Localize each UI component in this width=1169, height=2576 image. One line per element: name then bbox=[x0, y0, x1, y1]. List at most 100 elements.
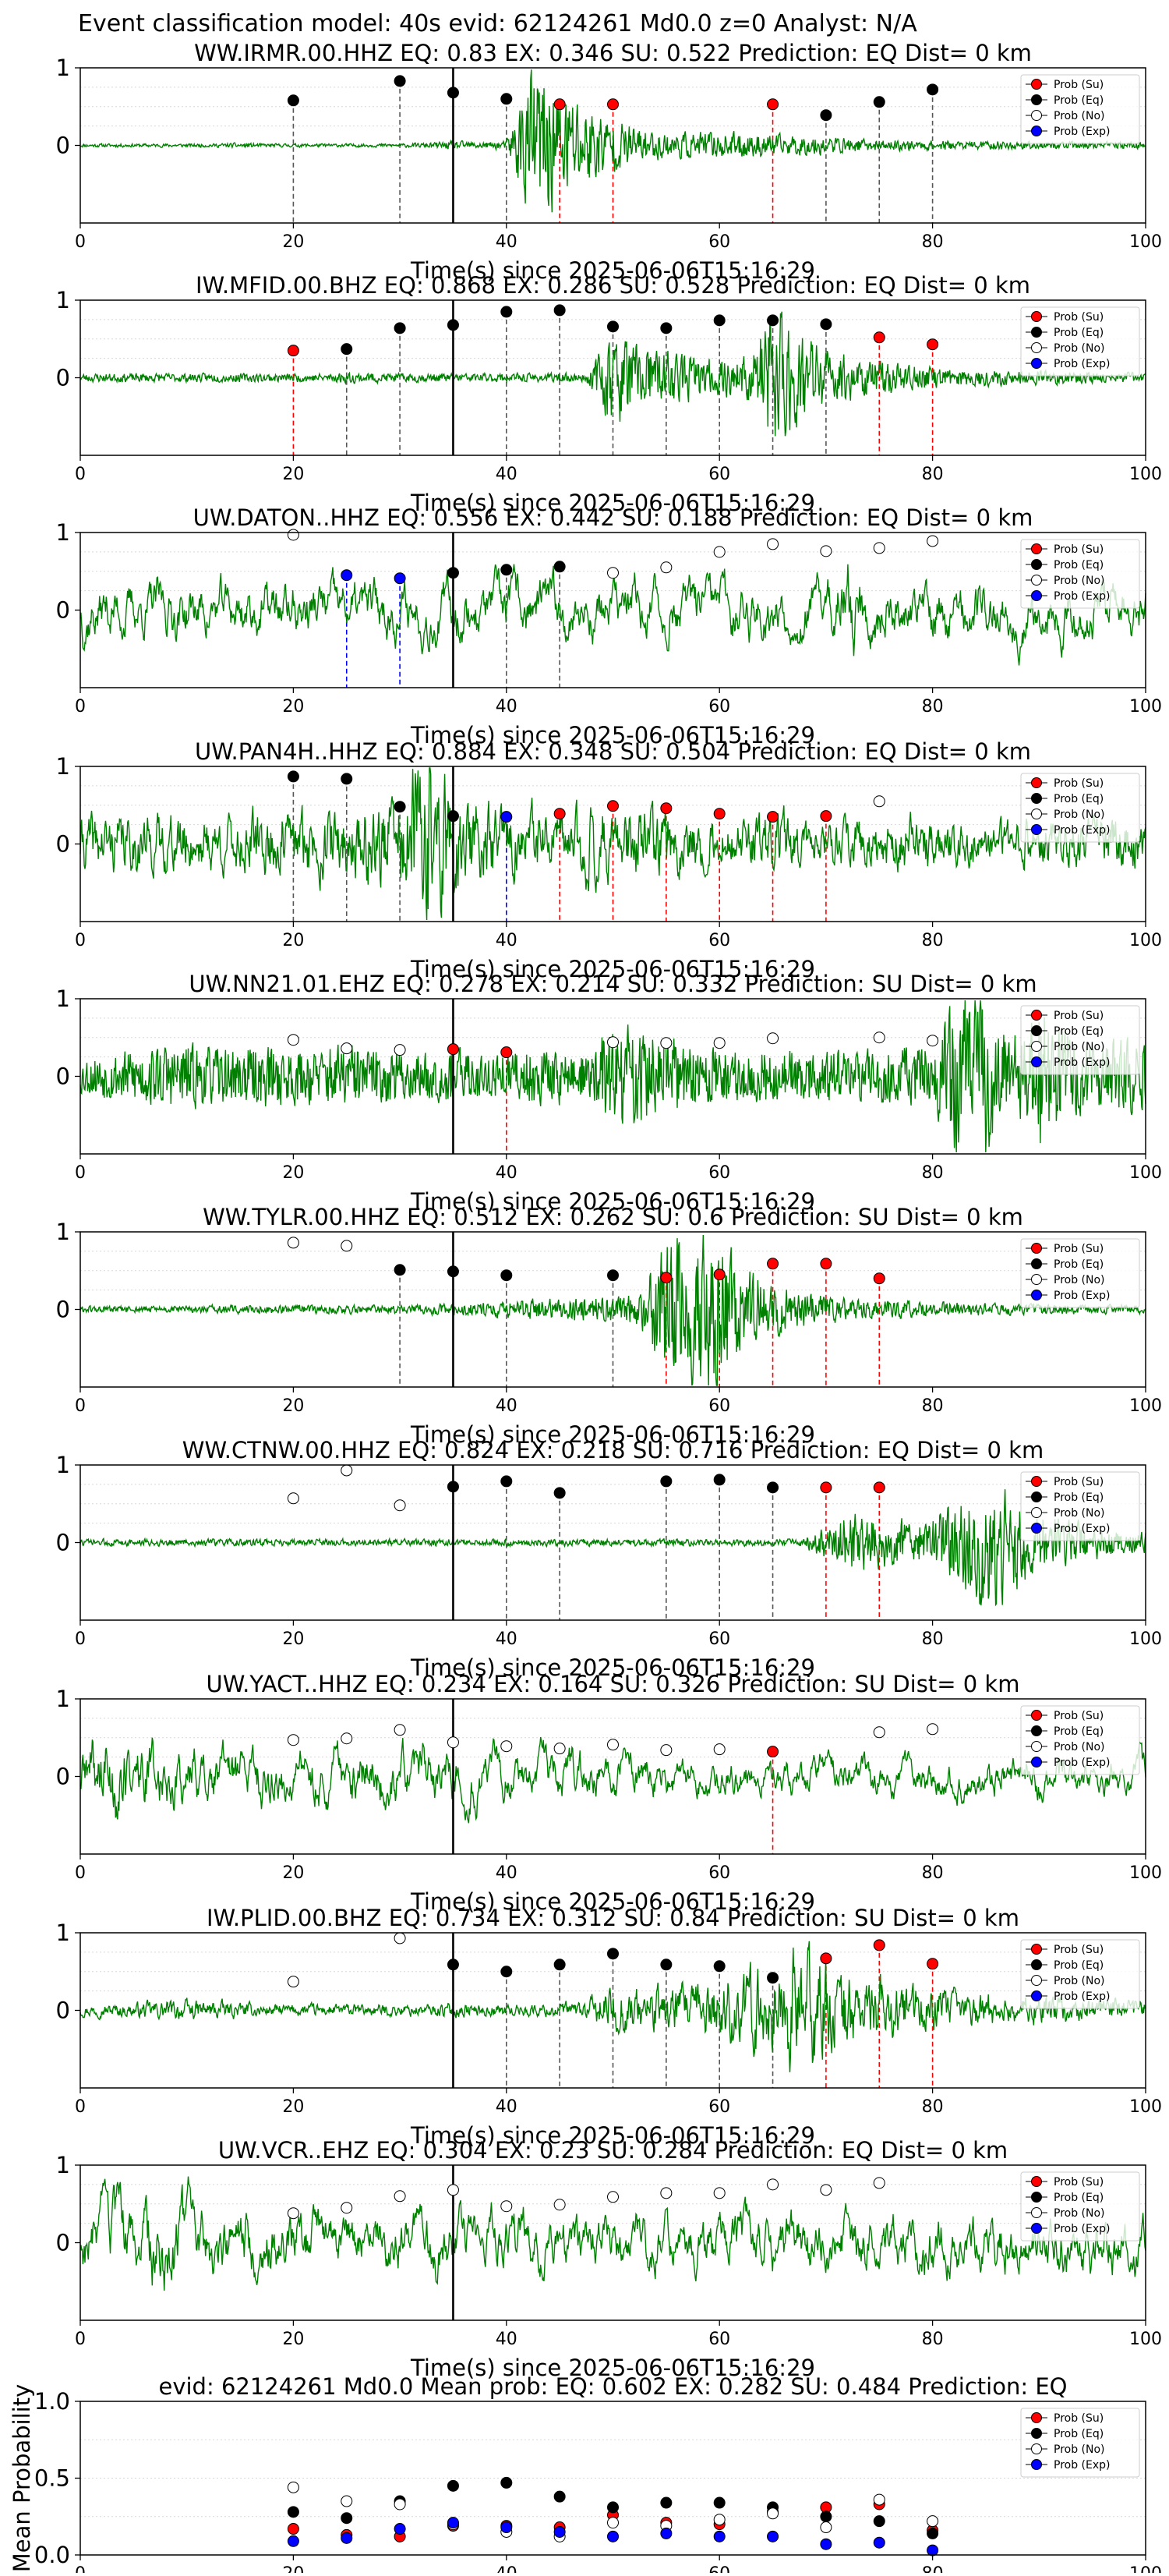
x-tick-label: 40 bbox=[496, 931, 517, 950]
x-tick-label: 60 bbox=[708, 1396, 730, 1416]
legend-marker bbox=[1031, 1258, 1042, 1269]
prob-marker-no bbox=[341, 1042, 353, 1055]
x-tick-label: 100 bbox=[1129, 1863, 1162, 1883]
x-tick-label: 80 bbox=[922, 1396, 944, 1416]
mean-prob-marker-eq bbox=[713, 2496, 726, 2509]
y-tick-label: 1 bbox=[56, 287, 70, 313]
prob-marker-eq bbox=[394, 322, 406, 334]
prob-marker-su bbox=[820, 1258, 832, 1270]
mean-prob-marker-exp bbox=[873, 2536, 885, 2549]
prob-marker-no bbox=[767, 2178, 779, 2191]
legend: Prob (Su) Prob (Eq) Prob (No) Prob (Exp) bbox=[1020, 1238, 1140, 1308]
panel-title: UW.NN21.01.EHZ EQ: 0.278 EX: 0.214 SU: 0… bbox=[189, 971, 1037, 997]
legend-marker bbox=[1031, 1975, 1042, 1986]
legend-label: Prob (Su) bbox=[1054, 79, 1104, 91]
y-tick-label: 1 bbox=[56, 1219, 70, 1245]
panel-title: WW.IRMR.00.HHZ EQ: 0.83 EX: 0.346 SU: 0.… bbox=[194, 40, 1032, 66]
legend-label: Prob (No) bbox=[1054, 1507, 1105, 1520]
prob-marker-su bbox=[873, 1272, 885, 1285]
prob-marker-eq bbox=[660, 1959, 673, 1971]
x-tick-label: 100 bbox=[1129, 1629, 1162, 1649]
legend-label: Prob (No) bbox=[1054, 809, 1105, 821]
legend: Prob (Su) Prob (Eq) Prob (No) Prob (Exp) bbox=[1020, 306, 1140, 377]
y-tick-label: 0 bbox=[56, 365, 70, 391]
prob-marker-no bbox=[873, 542, 885, 554]
x-tick-label: 100 bbox=[1129, 697, 1162, 717]
prob-marker-eq bbox=[500, 1475, 513, 1488]
legend-marker bbox=[1031, 327, 1042, 338]
mean-prob-marker-su bbox=[287, 2523, 299, 2535]
waveform-trace bbox=[79, 1941, 1146, 2072]
x-tick-label: 40 bbox=[496, 1863, 517, 1883]
x-tick-label: 100 bbox=[1129, 232, 1162, 252]
legend-box bbox=[1020, 1705, 1140, 1775]
prob-marker-no bbox=[447, 2184, 459, 2196]
x-tick-label: 100 bbox=[1129, 1396, 1162, 1416]
legend-label: Prob (Eq) bbox=[1054, 1025, 1104, 1038]
x-tick-label: 40 bbox=[496, 1396, 517, 1416]
waveform-trace bbox=[79, 311, 1146, 437]
legend-label: Prob (Su) bbox=[1054, 1476, 1104, 1488]
plot-area bbox=[80, 533, 1146, 688]
x-tick-label: 0 bbox=[75, 2097, 86, 2117]
prob-marker-eq bbox=[500, 1269, 513, 1282]
x-tick-label: 20 bbox=[282, 2564, 304, 2573]
prob-marker-eq bbox=[394, 801, 406, 813]
legend-label: Prob (Exp) bbox=[1054, 1757, 1111, 1769]
legend-marker bbox=[1031, 809, 1042, 819]
prob-marker-no bbox=[927, 1035, 939, 1047]
prob-marker-su bbox=[660, 802, 673, 815]
y-tick-label: 0 bbox=[56, 1764, 70, 1790]
x-tick-label: 60 bbox=[708, 1163, 730, 1183]
y-tick-label: 0 bbox=[56, 1297, 70, 1323]
legend-box bbox=[1020, 1939, 1140, 2009]
legend-marker bbox=[1031, 1041, 1042, 1052]
x-axis-label: Time(s) since 2025-06-06T15:16:29 bbox=[410, 1654, 815, 1681]
mean-prob-marker-exp bbox=[607, 2530, 619, 2542]
x-tick-label: 100 bbox=[1129, 465, 1162, 484]
prob-marker-exp bbox=[341, 569, 353, 582]
legend-marker bbox=[1031, 1725, 1042, 1736]
legend: Prob (Su) Prob (Eq) Prob (No) Prob (Exp) bbox=[1020, 1005, 1140, 1075]
y-tick-label: 1 bbox=[56, 1686, 70, 1712]
legend-label: Prob (Su) bbox=[1054, 1243, 1104, 1255]
waveform-trace bbox=[79, 69, 1146, 213]
prob-marker-no bbox=[607, 1036, 619, 1049]
panel-title: UW.PAN4H..HHZ EQ: 0.884 EX: 0.348 SU: 0.… bbox=[195, 738, 1031, 765]
mean-prob-marker-no bbox=[713, 2514, 726, 2526]
prob-marker-su bbox=[500, 1046, 513, 1059]
legend-label: Prob (Eq) bbox=[1054, 1491, 1104, 1504]
x-tick-label: 20 bbox=[282, 1629, 304, 1649]
mean-prob-marker-exp bbox=[927, 2544, 939, 2557]
prob-marker-no bbox=[873, 2177, 885, 2189]
legend-label: Prob (Exp) bbox=[1054, 126, 1111, 138]
x-axis-label: Time(s) since 2025-06-06T15:16:29 bbox=[410, 1888, 815, 1915]
x-tick-label: 0 bbox=[75, 1863, 86, 1883]
chart-panel-10: UW.VCR..EHZ EQ: 0.304 EX: 0.23 SU: 0.284… bbox=[56, 2137, 1162, 2381]
prob-marker-eq bbox=[447, 567, 459, 579]
mean-prob-marker-exp bbox=[341, 2532, 353, 2544]
x-tick-label: 0 bbox=[75, 2564, 86, 2573]
prob-marker-eq bbox=[394, 1264, 406, 1276]
y-tick-label: 0 bbox=[56, 133, 70, 159]
prob-marker-su bbox=[820, 1952, 832, 1965]
figure-suptitle: Event classification model: 40s evid: 62… bbox=[78, 10, 917, 37]
prob-marker-no bbox=[820, 2184, 832, 2196]
mean-prob-marker-no bbox=[820, 2521, 832, 2534]
x-axis-label: Time(s) since 2025-06-06T15:16:29 bbox=[410, 2355, 815, 2381]
mean-prob-marker-exp bbox=[820, 2538, 832, 2550]
legend-label: Prob (No) bbox=[1054, 575, 1105, 587]
x-tick-label: 40 bbox=[496, 465, 517, 484]
prob-marker-eq bbox=[660, 322, 673, 334]
x-tick-label: 60 bbox=[708, 232, 730, 252]
legend-label: Prob (No) bbox=[1054, 2207, 1105, 2220]
prob-marker-su bbox=[767, 1746, 779, 1758]
legend-marker bbox=[1031, 311, 1042, 322]
legend-label: Prob (Eq) bbox=[1054, 1725, 1104, 1738]
prob-marker-no bbox=[927, 535, 939, 547]
prob-marker-exp bbox=[394, 572, 406, 585]
legend-box bbox=[1020, 74, 1140, 144]
prob-marker-eq bbox=[607, 1948, 619, 1960]
legend-label: Prob (Eq) bbox=[1054, 1258, 1104, 1271]
panel-title: WW.CTNW.00.HHZ EQ: 0.824 EX: 0.218 SU: 0… bbox=[182, 1437, 1044, 1463]
